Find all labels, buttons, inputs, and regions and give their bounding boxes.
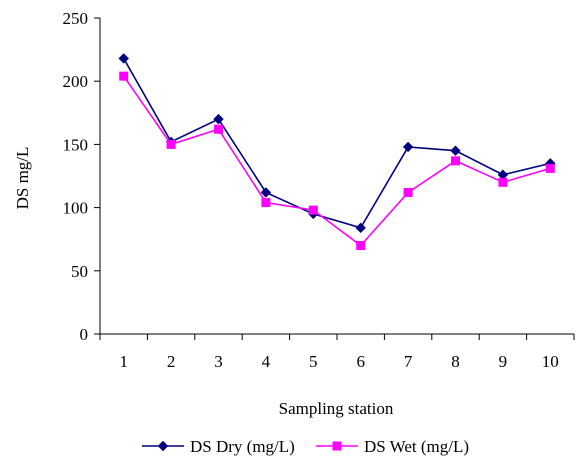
series-line bbox=[123, 58, 551, 229]
legend-marker bbox=[332, 441, 342, 451]
x-tick-labels: 1 2 3 4 5 6 7 8 9 10 bbox=[119, 352, 558, 371]
data-point bbox=[356, 241, 366, 251]
data-point bbox=[261, 198, 271, 208]
data-point bbox=[402, 141, 414, 153]
data-point bbox=[118, 53, 129, 64]
series-ds-dry bbox=[118, 53, 556, 234]
data-point bbox=[498, 177, 508, 187]
data-point bbox=[119, 71, 129, 81]
y-axis-label: DS mg/L bbox=[13, 147, 32, 210]
data-point bbox=[450, 145, 461, 156]
data-point bbox=[214, 124, 223, 134]
y-tick-label: 250 bbox=[63, 9, 89, 28]
legend: DS Dry (mg/L) DS Wet (mg/L) bbox=[142, 437, 469, 456]
series-line bbox=[123, 75, 551, 247]
x-tick-label: 4 bbox=[262, 352, 271, 371]
data-point bbox=[213, 113, 224, 125]
x-tick-label: 10 bbox=[542, 352, 559, 371]
legend-label: DS Dry (mg/L) bbox=[190, 437, 295, 456]
data-point bbox=[451, 156, 460, 166]
data-point bbox=[260, 187, 272, 198]
x-tick-label: 5 bbox=[309, 352, 318, 371]
y-tick-label: 0 bbox=[80, 325, 89, 344]
data-point bbox=[355, 222, 366, 234]
x-tick-label: 9 bbox=[499, 352, 508, 371]
legend-item: DS Wet (mg/L) bbox=[316, 437, 469, 456]
y-tick-label: 200 bbox=[63, 72, 89, 91]
data-point bbox=[403, 187, 413, 197]
data-point bbox=[166, 139, 176, 149]
y-tick-labels: 0 50 100 150 200 250 bbox=[63, 9, 89, 344]
x-tick-label: 3 bbox=[214, 352, 223, 371]
x-tick-label: 8 bbox=[451, 352, 460, 371]
legend-label: DS Wet (mg/L) bbox=[364, 437, 469, 456]
legend-item: DS Dry (mg/L) bbox=[142, 437, 295, 456]
series-group bbox=[118, 53, 556, 251]
axes bbox=[94, 17, 575, 340]
y-tick-label: 150 bbox=[63, 135, 89, 154]
series-ds-wet bbox=[119, 71, 555, 251]
y-tick-label: 100 bbox=[63, 199, 89, 218]
x-tick-label: 2 bbox=[167, 352, 176, 371]
x-axis-label: Sampling station bbox=[279, 399, 394, 418]
y-tick-label: 50 bbox=[71, 262, 88, 281]
x-tick-label: 1 bbox=[119, 352, 128, 371]
x-tick-label: 6 bbox=[356, 352, 365, 371]
legend-marker bbox=[157, 440, 169, 452]
data-point bbox=[545, 163, 555, 173]
data-point bbox=[308, 205, 318, 215]
x-tick-label: 7 bbox=[404, 352, 413, 371]
